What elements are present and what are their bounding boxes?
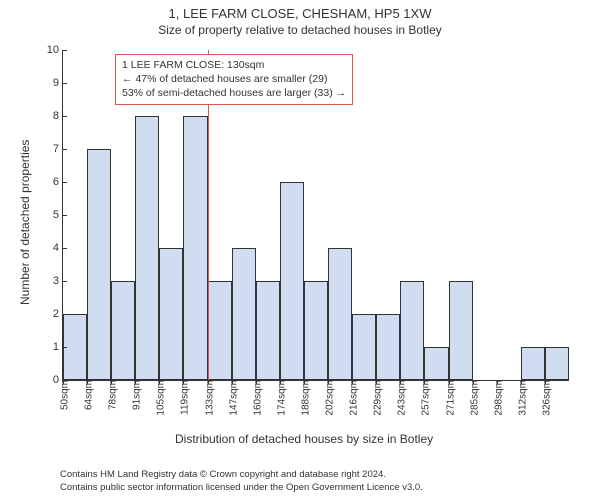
- plot-area: 1 LEE FARM CLOSE: 130sqm← 47% of detache…: [62, 50, 569, 381]
- chart-subtitle: Size of property relative to detached ho…: [0, 21, 600, 37]
- x-axis-label: Distribution of detached houses by size …: [175, 432, 433, 446]
- bar: [135, 116, 159, 380]
- x-tick: 105sqm: [152, 380, 167, 416]
- bar: [400, 281, 424, 380]
- bar: [521, 347, 545, 380]
- x-tick: 285sqm: [465, 380, 480, 416]
- bar: [111, 281, 135, 380]
- bar: [159, 248, 183, 380]
- bar: [328, 248, 352, 380]
- bar: [545, 347, 569, 380]
- x-tick: 188sqm: [296, 380, 311, 416]
- x-tick: 312sqm: [513, 380, 528, 416]
- y-tick: 5: [53, 209, 63, 221]
- bar: [208, 281, 232, 380]
- x-tick: 243sqm: [393, 380, 408, 416]
- x-tick: 147sqm: [224, 380, 239, 416]
- x-tick: 257sqm: [417, 380, 432, 416]
- y-tick: 9: [53, 77, 63, 89]
- x-tick: 91sqm: [128, 380, 143, 410]
- bar: [449, 281, 473, 380]
- x-tick: 78sqm: [104, 380, 119, 410]
- y-tick: 3: [53, 275, 63, 287]
- info-line: ← 47% of detached houses are smaller (29…: [122, 72, 346, 86]
- info-box: 1 LEE FARM CLOSE: 130sqm← 47% of detache…: [115, 54, 353, 105]
- y-tick: 8: [53, 110, 63, 122]
- bar: [256, 281, 280, 380]
- x-tick: 133sqm: [200, 380, 215, 416]
- y-tick: 10: [47, 44, 63, 56]
- bar: [424, 347, 448, 380]
- footer-line: Contains HM Land Registry data © Crown c…: [60, 469, 590, 481]
- info-line: 1 LEE FARM CLOSE: 130sqm: [122, 58, 346, 72]
- x-tick: 229sqm: [369, 380, 384, 416]
- x-tick: 64sqm: [80, 380, 95, 410]
- bar: [280, 182, 304, 380]
- y-tick: 6: [53, 176, 63, 188]
- footer-line: Contains public sector information licen…: [60, 482, 590, 494]
- chart-container: 1, LEE FARM CLOSE, CHESHAM, HP5 1XW Size…: [0, 0, 600, 500]
- bar: [376, 314, 400, 380]
- y-axis-label: Number of detached properties: [18, 140, 32, 305]
- chart-title: 1, LEE FARM CLOSE, CHESHAM, HP5 1XW: [0, 0, 600, 21]
- x-tick: 298sqm: [489, 380, 504, 416]
- x-tick: 160sqm: [248, 380, 263, 416]
- info-line: 53% of semi-detached houses are larger (…: [122, 86, 346, 100]
- x-tick: 174sqm: [272, 380, 287, 416]
- y-tick: 1: [53, 341, 63, 353]
- bar: [352, 314, 376, 380]
- y-tick: 4: [53, 242, 63, 254]
- bar: [232, 248, 256, 380]
- x-tick: 216sqm: [345, 380, 360, 416]
- bar: [183, 116, 207, 380]
- x-tick: 119sqm: [176, 380, 191, 415]
- x-tick: 271sqm: [441, 380, 456, 416]
- bar: [304, 281, 328, 380]
- footer-attribution: Contains HM Land Registry data © Crown c…: [60, 469, 590, 494]
- y-tick: 7: [53, 143, 63, 155]
- x-tick: 326sqm: [537, 380, 552, 416]
- x-tick: 202sqm: [321, 380, 336, 416]
- y-tick: 2: [53, 308, 63, 320]
- bar: [87, 149, 111, 380]
- x-tick: 50sqm: [56, 380, 71, 410]
